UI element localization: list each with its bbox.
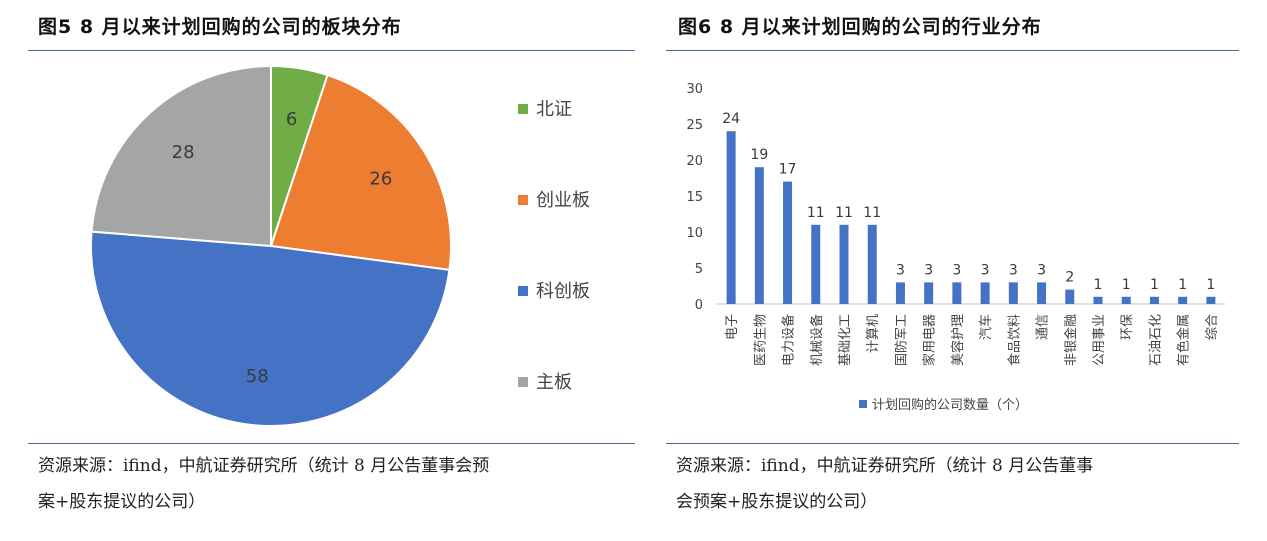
y-tick-label-3: 15	[686, 190, 703, 205]
pie-legend-swatch-1	[518, 195, 528, 205]
bar-value-label-9: 3	[981, 262, 990, 278]
pie-legend-swatch-2	[518, 286, 528, 296]
bar-value-label-8: 3	[952, 262, 961, 278]
bar-2	[783, 181, 793, 304]
bar-value-label-0: 24	[722, 111, 740, 127]
x-tick-label-15: 石油石化	[1148, 314, 1163, 366]
bar-0	[726, 131, 736, 304]
x-tick-label-9: 汽车	[978, 314, 994, 340]
bar-value-label-10: 3	[1009, 262, 1018, 278]
bar-6	[895, 282, 905, 304]
left-source-note: 资源来源：ifind，中航证券研究所（统计 8 月公告董事会预 案+股东提议的公…	[38, 448, 638, 520]
x-tick-label-6: 国防军工	[893, 314, 909, 366]
bar-value-label-2: 17	[779, 162, 797, 178]
bar-value-label-16: 1	[1178, 277, 1187, 293]
bar-value-label-11: 3	[1037, 262, 1046, 278]
bar-3	[811, 224, 821, 304]
pie-value-label-3: 28	[172, 142, 195, 163]
pie-legend-swatch-3	[518, 377, 528, 387]
right-title-rule	[666, 50, 1239, 51]
x-tick-label-5: 计算机	[866, 314, 881, 353]
left-title-rule	[28, 50, 635, 51]
left-figure-panel: 图5 8 月以来计划回购的公司的板块分布 6 26 58 28 北证创业板科创板主板 资…	[28, 16, 638, 520]
bar-14	[1121, 296, 1131, 304]
bar-4	[839, 224, 849, 304]
bar-value-label-17: 1	[1206, 277, 1215, 293]
bar-9	[980, 282, 990, 304]
x-tick-label-4: 基础化工	[838, 314, 853, 366]
pie-legend-label-0: 北证	[536, 99, 572, 120]
x-tick-label-2: 电力设备	[781, 314, 797, 366]
bar-value-label-14: 1	[1122, 277, 1131, 293]
bar-8	[952, 282, 962, 304]
bar-17	[1206, 296, 1216, 304]
pie-legend-label-1: 创业板	[536, 190, 590, 211]
x-tick-label-17: 综合	[1205, 314, 1220, 340]
x-tick-label-0: 电子	[725, 314, 740, 340]
bar-value-label-1: 19	[750, 147, 768, 163]
x-tick-label-1: 医药生物	[753, 314, 768, 366]
x-tick-label-12: 非银金融	[1063, 314, 1079, 366]
bar-value-label-3: 11	[807, 205, 825, 221]
bar-13	[1093, 296, 1103, 304]
right-figure-panel: 图6 8 月以来计划回购的公司的行业分布 0 5 10 15 20 25 30 24 电子 19 医…	[660, 0, 1267, 541]
bar-15	[1149, 296, 1159, 304]
bar-legend-label: 计划回购的公司数量（个）	[872, 397, 1028, 413]
y-tick-label-2: 10	[686, 226, 703, 241]
right-source-rule	[666, 443, 1239, 444]
pie-value-label-0: 6	[286, 109, 297, 130]
bar-value-label-4: 11	[835, 205, 853, 221]
pie-slice-1	[269, 73, 452, 272]
y-tick-label-4: 20	[686, 154, 703, 169]
pie-value-label-2: 58	[246, 366, 269, 387]
y-tick-label-0: 0	[695, 298, 703, 313]
right-source-note: 资源来源：ifind，中航证券研究所（统计 8 月公告董事 会预案+股东提议的公…	[676, 448, 1256, 520]
x-tick-label-14: 环保	[1120, 314, 1135, 340]
bar-1	[754, 167, 764, 304]
left-source-line-1: 资源来源：ifind，中航证券研究所（统计 8 月公告董事会预	[38, 456, 490, 476]
pie-value-label-1: 26	[369, 168, 392, 189]
x-tick-label-10: 食品饮料	[1006, 314, 1022, 366]
bar-5	[867, 224, 877, 304]
left-source-rule	[28, 443, 635, 444]
bar-value-label-5: 11	[863, 205, 881, 221]
bar-16	[1178, 296, 1188, 304]
pie-legend-label-2: 科创板	[536, 281, 590, 302]
left-figure-title: 图5 8 月以来计划回购的公司的板块分布	[38, 16, 402, 38]
x-tick-label-3: 机械设备	[809, 314, 825, 366]
bar-12	[1065, 289, 1075, 304]
right-source-line-2: 会预案+股东提议的公司）	[676, 492, 878, 512]
y-tick-label-6: 30	[686, 82, 703, 97]
bar-value-label-12: 2	[1065, 270, 1074, 286]
right-figure-title: 图6 8 月以来计划回购的公司的行业分布	[678, 16, 1042, 38]
pie-legend-label-3: 主板	[536, 372, 572, 393]
bar-7	[924, 282, 934, 304]
y-tick-label-5: 25	[686, 118, 703, 133]
right-source-line-1: 资源来源：ifind，中航证券研究所（统计 8 月公告董事	[676, 456, 1094, 476]
bar-value-label-13: 1	[1094, 277, 1103, 293]
y-tick-label-1: 5	[695, 262, 703, 277]
bar-value-label-7: 3	[924, 262, 933, 278]
x-tick-label-7: 家用电器	[922, 314, 938, 366]
bar-10	[1008, 282, 1018, 304]
x-tick-label-16: 有色金属	[1176, 314, 1192, 366]
bar-chart: 05101520253024电子19医药生物17电力设备11机械设备11基础化工…	[686, 82, 1225, 413]
pie-legend-swatch-0	[518, 104, 528, 114]
x-tick-label-11: 通信	[1036, 314, 1051, 340]
pie-slice-3	[90, 64, 272, 248]
bar-value-label-6: 3	[896, 262, 905, 278]
left-source-line-2: 案+股东提议的公司）	[38, 492, 206, 512]
bar-11	[1037, 282, 1047, 304]
x-tick-label-13: 公用事业	[1092, 314, 1107, 366]
pie-slice-2	[90, 230, 451, 427]
x-tick-label-8: 美容护理	[950, 314, 966, 366]
bar-legend-swatch	[859, 400, 867, 408]
bar-value-label-15: 1	[1150, 277, 1159, 293]
